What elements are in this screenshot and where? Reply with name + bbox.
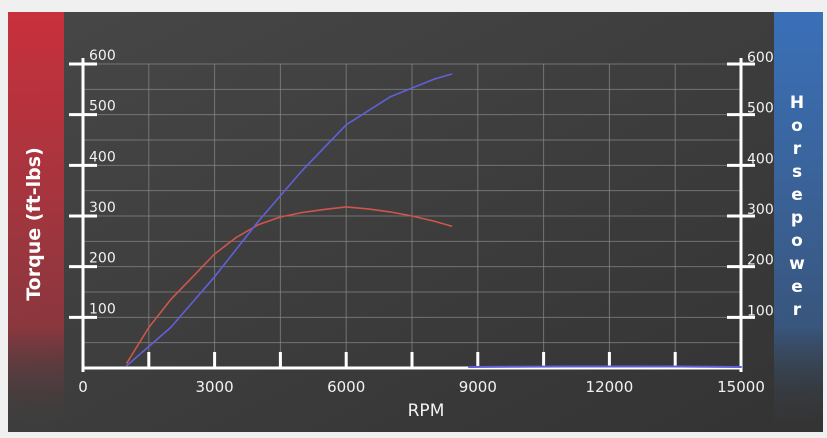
y-axis-title-right-letter: r — [793, 300, 802, 320]
right-tick-label: 100 — [747, 303, 774, 319]
x-tick-label: 0 — [78, 378, 88, 396]
x-tick-label: 15000 — [717, 378, 765, 396]
torque-line — [126, 206, 453, 364]
right-tick-label: 600 — [747, 50, 774, 66]
x-axis-title: RPM — [408, 401, 445, 421]
x-tick-label: 6000 — [327, 378, 365, 396]
right-tick-label: 300 — [747, 202, 774, 218]
right-tick-label: 500 — [747, 101, 774, 117]
left-tick-label: 600 — [89, 48, 116, 64]
left-tick-labels: 100 200 300 400 500 600 — [89, 48, 116, 317]
baseline-line — [468, 365, 742, 368]
chart-panel: 100 200 300 400 500 600 100 200 300 400 500 600 0 3… — [8, 12, 823, 432]
panel-background — [8, 12, 823, 432]
axes — [69, 58, 755, 372]
right-tick-labels: 100 200 300 400 500 600 — [747, 50, 774, 319]
torque-color-band — [8, 12, 64, 432]
y-axis-title-right-letter: o — [791, 231, 803, 251]
left-tick-label: 300 — [89, 200, 116, 216]
horsepower-color-band — [774, 12, 823, 432]
y-axis-title-right-letter: s — [792, 162, 802, 182]
horsepower-line — [126, 73, 453, 367]
left-tick-label: 400 — [89, 149, 116, 165]
right-tick-label: 400 — [747, 151, 774, 167]
y-axis-title-right-letter: r — [793, 139, 802, 159]
x-tick-label: 12000 — [586, 378, 634, 396]
dyno-chart: 100 200 300 400 500 600 100 200 300 400 500 600 0 3… — [8, 12, 823, 432]
y-axis-title-right-letter: p — [791, 208, 803, 228]
y-axis-title-right-letter: o — [791, 116, 803, 136]
series — [126, 73, 742, 368]
y-axis-title-right-letter: H — [790, 93, 804, 113]
left-tick-label: 500 — [89, 99, 116, 115]
left-tick-label: 100 — [89, 301, 116, 317]
y-axis-title-right-letter: e — [791, 277, 803, 297]
y-axis-title-right-letter: e — [791, 185, 803, 205]
y-axis-title-right-letter: w — [789, 254, 805, 274]
x-tick-label: 9000 — [459, 378, 497, 396]
y-axis-title-left: Torque (ft-lbs) — [23, 147, 45, 301]
x-tick-label: 3000 — [196, 378, 234, 396]
right-tick-label: 200 — [747, 253, 774, 269]
left-tick-label: 200 — [89, 251, 116, 267]
x-tick-labels: 0 3000 6000 9000 12000 15000 — [78, 378, 765, 396]
